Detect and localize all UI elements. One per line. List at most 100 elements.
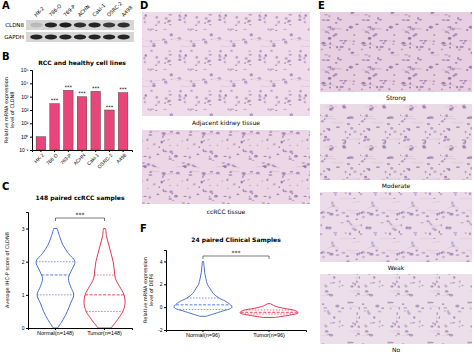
- tick-label: 0: [160, 304, 163, 310]
- lane-label: ACHN: [76, 3, 91, 18]
- significance-bracket: [55, 218, 104, 221]
- x-axis: Normal(n=148) Tumor(n=148): [29, 328, 133, 336]
- significance: ***: [76, 211, 85, 218]
- tick-label: 10¹: [21, 120, 29, 126]
- tick: 10⁴: [21, 80, 32, 86]
- chart-violin: 148 paired ccRCC samplesAverage IHC-P sc…: [4, 194, 132, 336]
- tick: 2: [22, 259, 28, 265]
- tick-mark: [30, 137, 32, 138]
- image-caption: No: [392, 346, 400, 353]
- image-caption: Adjacent kidney tissue: [192, 119, 260, 127]
- tick-label: Normal(n=148): [37, 330, 74, 336]
- tick: ACHN: [72, 150, 87, 166]
- tick-label: 2: [22, 259, 25, 265]
- panel-label: D: [140, 0, 148, 11]
- tick-label: 0: [22, 325, 25, 331]
- tick-label: OSRC-2: [96, 152, 114, 170]
- tick: Normal(n=96): [186, 330, 220, 338]
- chart-bar: RCC and healthy cell linesRelative mRNA …: [3, 59, 132, 170]
- image-caption: Weak: [388, 264, 405, 271]
- tick-label: 3: [22, 226, 25, 232]
- tick-label: Tumor(n=96): [253, 332, 285, 338]
- band: [74, 34, 86, 39]
- tick-label: 10²: [21, 107, 29, 113]
- image-caption: Moderate: [382, 182, 411, 189]
- western-blot: HK-2786-O769-PACHNCaki-1OSRC-2A498CLDN8G…: [4, 0, 134, 42]
- tick: 0: [160, 304, 166, 310]
- tick-label: 10⁰: [21, 134, 29, 140]
- significance: ***: [78, 90, 86, 96]
- panel-label: A: [2, 0, 10, 11]
- median-line: [241, 312, 298, 313]
- tick: 10²: [21, 107, 32, 113]
- tick-mark: [30, 83, 32, 84]
- violin: [174, 261, 232, 316]
- median-line: [41, 274, 69, 275]
- significance: ***: [51, 97, 59, 103]
- blot-strip: [26, 32, 134, 42]
- violin: [240, 304, 298, 318]
- median-line: [176, 304, 230, 305]
- tick-label: ACHN: [72, 152, 87, 167]
- tick: Tumor(n=148): [87, 328, 122, 336]
- tick-mark: [164, 261, 166, 262]
- lane-label: 786-O: [47, 3, 62, 18]
- histology-image: [320, 274, 472, 344]
- histology-image: [320, 104, 472, 180]
- chart-title: 24 paired Clinical Samples: [191, 236, 281, 244]
- histology-image: [142, 12, 310, 116]
- tick: Normal(n=148): [37, 328, 74, 336]
- tick-label: 4: [160, 259, 163, 265]
- quartile-line: [244, 314, 293, 315]
- tick-label: Normal(n=96): [186, 332, 220, 338]
- significance-bracket: [203, 256, 269, 259]
- band: [103, 22, 115, 27]
- tick: Tumor(n=96): [253, 330, 285, 338]
- bar: [50, 104, 60, 150]
- tick-label: 1: [22, 292, 25, 298]
- violin: [36, 229, 75, 328]
- tick: OSRC-2: [96, 150, 114, 170]
- quartile-line: [94, 274, 115, 275]
- tick: 0: [22, 325, 28, 331]
- tick-mark: [30, 97, 32, 98]
- band: [59, 34, 71, 39]
- significance: ***: [65, 84, 73, 90]
- lane-label: Caki-1: [91, 2, 106, 17]
- axis-line: [26, 213, 29, 329]
- tick: 2: [160, 281, 166, 287]
- y-axis: 0 1 2 3: [22, 213, 29, 332]
- axis-title: level of DEF6: [148, 274, 154, 307]
- chart-violin: 24 paired Clinical SamplesRelative mRNA …: [142, 236, 306, 338]
- tick: 10⁵: [21, 67, 32, 73]
- band: [117, 22, 129, 27]
- histology-image: [320, 192, 472, 262]
- tick-mark: [26, 328, 28, 329]
- bar: [118, 93, 128, 150]
- tick-label: 10⁴: [21, 80, 29, 86]
- tick: 1: [22, 292, 28, 298]
- band: [45, 22, 57, 27]
- panel-label: B: [2, 51, 10, 62]
- tick-label: 10⁵: [21, 67, 29, 73]
- axis-line: [33, 151, 133, 153]
- band: [59, 22, 71, 27]
- chart-title: 148 paired ccRCC samples: [36, 194, 125, 202]
- bar: [105, 110, 115, 150]
- quartile-line: [246, 310, 292, 311]
- tick: 786-O: [45, 150, 59, 166]
- violin: [84, 229, 125, 328]
- axis-line: [30, 71, 33, 151]
- tick-label: Tumor(n=148): [87, 330, 122, 336]
- panel-label: C: [2, 181, 9, 192]
- blot-strip: [26, 20, 134, 30]
- tick: A498: [115, 150, 128, 165]
- x-axis: Normal(n=96) Tumor(n=96): [167, 330, 307, 338]
- axis-title: level of CLDN8: [9, 92, 15, 129]
- tick-mark: [30, 123, 32, 124]
- plot-area: [36, 229, 125, 328]
- tick-mark: [30, 70, 32, 71]
- tick: 10³: [21, 94, 32, 100]
- figure: ABCDEFHK-2786-O769-PACHNCaki-1OSRC-2A498…: [0, 0, 474, 360]
- tick: 4: [160, 259, 166, 265]
